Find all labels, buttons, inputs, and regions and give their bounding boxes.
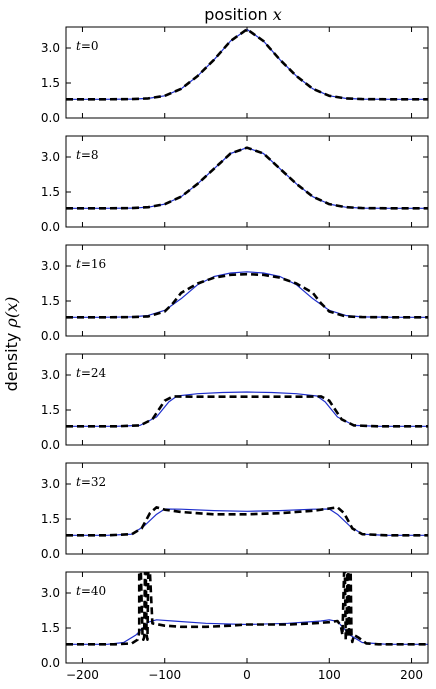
y-tick-label: 1.5 — [41, 403, 60, 417]
y-tick-label: 0.0 — [41, 220, 60, 234]
panel-time-label: t=40 — [76, 584, 106, 598]
y-tick-label: 3.0 — [41, 150, 60, 164]
solid-series-line — [66, 271, 428, 318]
panel-frame — [65, 135, 429, 228]
y-tick-label: 0.0 — [41, 438, 60, 452]
y-tick-label: 1.5 — [41, 294, 60, 308]
y-tick-label: 0.0 — [41, 656, 60, 670]
panel-time-label: t=32 — [76, 475, 106, 489]
dashed-series-line — [66, 572, 428, 646]
dashed-series-line — [66, 506, 428, 537]
y-tick-label: 0.0 — [41, 547, 60, 561]
y-tick-label: 1.5 — [41, 512, 60, 526]
y-tick-label: 3.0 — [41, 41, 60, 55]
panel-time-label: t=16 — [76, 257, 106, 271]
panel-t0: 0.0 1.5 3.0 t=0 — [41, 26, 429, 125]
x-tick-label: 200 — [400, 668, 423, 682]
x-tick-label: −200 — [66, 668, 99, 682]
y-tick-label: 1.5 — [41, 76, 60, 90]
panel-frame — [65, 462, 429, 555]
panel-t8: 0.0 1.5 3.0 t=8 — [41, 135, 429, 234]
figure-title: position x — [204, 5, 282, 24]
dashed-series-line — [66, 28, 428, 101]
figure-ylabel: density ρ(x) — [2, 297, 21, 392]
solid-series-line — [66, 28, 428, 100]
panel-time-label: t=24 — [76, 366, 107, 380]
y-tick-label: 3.0 — [41, 259, 60, 273]
panel-frame — [65, 353, 429, 446]
dashed-series-line — [66, 272, 428, 319]
solid-series-line — [66, 147, 428, 209]
y-tick-label: 0.0 — [41, 111, 60, 125]
dashed-series-line — [66, 395, 428, 428]
x-tick-label: −100 — [148, 668, 181, 682]
y-tick-label: 0.0 — [41, 329, 60, 343]
panel-t32: 0.0 1.5 3.0 t=32 — [41, 462, 429, 561]
panel-time-label: t=8 — [76, 148, 99, 162]
panel-time-label: t=0 — [76, 39, 99, 53]
y-tick-label: 1.5 — [41, 621, 60, 635]
panel-frame — [65, 26, 429, 119]
dashed-series-line — [66, 146, 428, 210]
x-tick-label: 100 — [318, 668, 341, 682]
panels: 0.01.53.0 t=00.01.53.0 t=80.01.53.0 t=160.0… — [41, 26, 429, 682]
panel-t16: 0.0 1.5 3.0 t=16 — [41, 244, 429, 343]
x-tick-label: 0 — [243, 668, 251, 682]
solid-series-line — [66, 508, 428, 536]
y-tick-label: 3.0 — [41, 368, 60, 382]
panel-frame — [65, 244, 429, 337]
y-tick-label: 3.0 — [41, 586, 60, 600]
panel-t40: 0.0 1.5 3.0 −200 −100 0 100 200 t=40 — [41, 571, 429, 682]
panel-frame — [65, 571, 429, 664]
y-tick-label: 3.0 — [41, 477, 60, 491]
panel-t24: 0.0 1.5 3.0 t=24 — [41, 353, 429, 452]
y-tick-label: 1.5 — [41, 185, 60, 199]
